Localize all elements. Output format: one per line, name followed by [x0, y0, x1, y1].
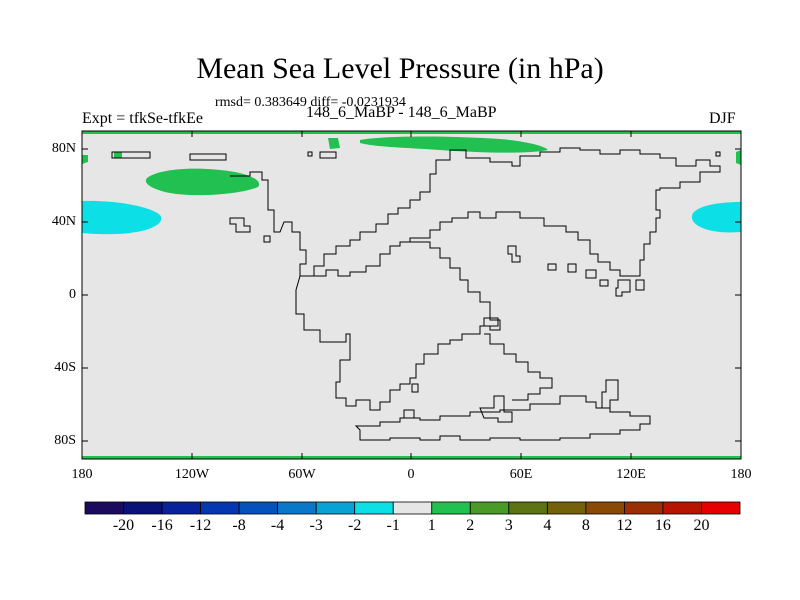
positive-anomaly-edge-right [736, 150, 741, 165]
colorbar-label: -8 [232, 517, 246, 534]
x-label-180e: 180 [730, 467, 752, 482]
colorbar-label: -1 [386, 517, 400, 534]
colorbar-label: 4 [543, 517, 552, 534]
colorbar-box [392, 501, 433, 515]
negative-anomaly-east-edge [691, 202, 741, 233]
y-label-40s: 40S [54, 360, 76, 375]
colorbar-box [84, 501, 124, 515]
colorbar-box [431, 501, 471, 515]
positive-anomaly-arctic-small [328, 138, 340, 149]
experiment-label: Expt = tfkSe-tfkEe [82, 110, 203, 127]
x-label-120e: 120E [616, 467, 646, 482]
colorbar-label: 20 [693, 517, 710, 534]
y-label-0: 0 [69, 287, 76, 302]
colorbar-label: -2 [348, 517, 362, 534]
y-label-80s: 80S [54, 433, 76, 448]
colorbar-box [701, 501, 741, 515]
colorbar-label: -16 [151, 517, 173, 534]
negative-anomaly-regions [82, 200, 741, 235]
positive-anomaly-arctic-west [114, 152, 122, 158]
x-label-60e: 60E [509, 467, 533, 482]
y-label-40n: 40N [51, 214, 76, 229]
colorbar-label: -4 [270, 517, 285, 534]
colorbar-box [238, 501, 279, 515]
colorbar-box [662, 501, 702, 515]
coastline-laurasia [230, 147, 721, 277]
colorbar-box [277, 501, 317, 515]
negative-anomaly-west-edge [82, 200, 162, 235]
colorbar-box [161, 501, 201, 515]
coastline-australia-fragment [484, 333, 553, 401]
colorbar-box [354, 501, 394, 515]
colorbar-box [585, 501, 625, 515]
colorbar-box [315, 501, 356, 515]
x-label-180w: 180 [71, 467, 93, 482]
colorbar-label: 16 [654, 517, 671, 534]
coastlines [111, 147, 721, 441]
coastline-antarctica [354, 395, 651, 441]
colorbar-box [546, 501, 587, 515]
colorbar-box [624, 501, 664, 515]
coastline-gondwana [295, 241, 501, 411]
colorbar-box [469, 501, 510, 515]
y-label-80n: 80N [51, 141, 76, 156]
coastline-islands [229, 217, 645, 423]
y-axis-ticks [82, 148, 741, 442]
colorbar-box [123, 501, 163, 515]
map-title: Mean Sea Level Pressure (in hPa) [196, 52, 604, 85]
x-label-60w: 60W [288, 467, 316, 482]
colorbar-label: -3 [309, 517, 323, 534]
positive-anomaly-north-pacific [145, 168, 260, 196]
x-label-0: 0 [407, 467, 415, 482]
colorbar-box [200, 501, 240, 515]
coastline-north [111, 151, 721, 161]
colorbar-label: 3 [504, 517, 513, 534]
season-label: DJF [709, 110, 736, 127]
period-label: 148_6_MaBP - 148_6_MaBP [306, 104, 497, 121]
rmsd-diff-subtitle: rmsd= 0.383649 diff= -0.0231934 [215, 95, 406, 110]
colorbar-label: -12 [189, 517, 212, 534]
colorbar-label: 2 [466, 517, 475, 534]
colorbar-label: -20 [112, 517, 135, 534]
colorbar-label: 1 [427, 517, 436, 534]
colorbar-box [508, 501, 548, 515]
x-axis-ticks [81, 131, 742, 459]
positive-anomaly-edge-left [82, 155, 88, 164]
x-label-120w: 120W [174, 467, 210, 482]
positive-anomaly-arctic [360, 136, 548, 153]
colorbar [84, 501, 741, 515]
colorbar-label: 8 [581, 517, 590, 534]
colorbar-label: 12 [616, 517, 633, 534]
